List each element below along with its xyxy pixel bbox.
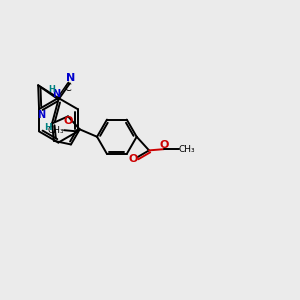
Text: H: H — [48, 85, 55, 94]
Text: N: N — [52, 88, 60, 98]
Text: CH₃: CH₃ — [48, 126, 64, 135]
Text: O: O — [63, 116, 73, 126]
Text: O: O — [128, 154, 137, 164]
Text: H: H — [44, 123, 52, 132]
Text: N: N — [37, 110, 45, 120]
Text: N: N — [66, 73, 76, 83]
Text: CH₃: CH₃ — [178, 145, 195, 154]
Text: O: O — [160, 140, 169, 150]
Text: C: C — [64, 83, 71, 93]
